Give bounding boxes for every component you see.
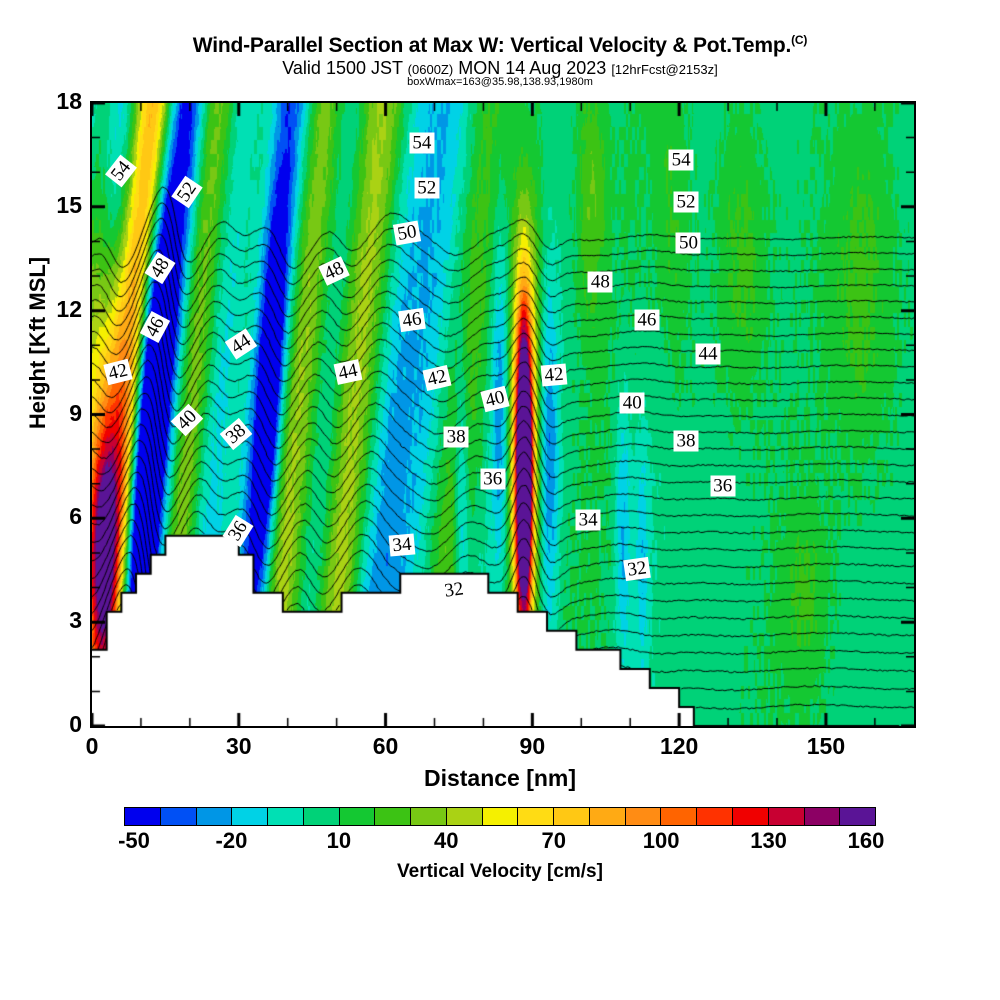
contour-label: 32 [623,556,651,581]
colorbar-tick-label: 10 [326,828,352,853]
contour-label: 44 [695,343,721,365]
contour-label: 54 [668,149,694,171]
colorbar-segment [268,808,304,825]
colorbar-tick-label: 40 [434,828,459,853]
y-axis-title: Height [Kft MSL] [25,256,50,430]
contour-label: 38 [673,430,699,452]
subtitle-valid-time: Valid 1500 JST [282,58,408,78]
title-main-text: Wind-Parallel Section at Max W: Vertical… [192,34,792,57]
vertical-velocity-field [92,103,914,726]
colorbar-segment [768,808,805,825]
page-title: Wind-Parallel Section at Max W: Vertical… [0,33,1000,58]
colorbar-tick-label: -50 [118,828,150,853]
y-tick-label: 9 [69,399,82,426]
subtitle-forecast-tag: [12hrFcst@2153z] [611,62,718,77]
y-tick-label: 18 [56,88,82,114]
contour-label: 52 [414,177,440,199]
colorbar-segment [196,808,233,825]
contour-label: 44 [334,358,363,385]
contour-label: 32 [439,577,468,602]
colorbar-segment [661,808,698,825]
contour-label: 36 [480,468,506,490]
colorbar-segment [482,808,519,825]
contour-label: 54 [409,132,435,154]
contour-label: 40 [619,392,645,414]
colorbar-tick-label: 70 [541,828,566,853]
y-tick-label: 3 [69,607,82,634]
colorbar-tick-label: -20 [215,828,248,853]
colorbar [124,807,876,826]
contour-label: 48 [587,271,613,293]
y-tick-label: 15 [56,191,82,218]
y-axis-ticks: 0 3 6 9 12 15 18 [10,90,82,736]
y-tick-label: 12 [56,295,82,322]
x-tick-label: 60 [372,733,399,759]
colorbar-tick-label: 130 [750,828,787,853]
colorbar-segment [625,808,662,825]
colorbar-tick-label: 100 [642,828,680,853]
subtitle-utc-time: (0600Z) [407,62,454,77]
contour-label: 50 [675,232,701,254]
x-tick-label: 120 [659,733,699,759]
contour-label: 38 [443,426,469,448]
contour-label: 50 [393,220,422,246]
contour-label: 34 [575,509,601,531]
x-tick-label: 90 [519,733,546,759]
colorbar-segment [375,808,412,825]
colorbar-segment [840,808,876,825]
colorbar-segment [554,808,590,825]
x-tick-label: 30 [225,733,252,759]
colorbar-title: Vertical Velocity [cm/s] [397,861,603,882]
colorbar-segment [804,808,841,825]
contour-label: 42 [540,363,568,387]
x-tick-label: 150 [806,733,846,759]
colorbar-segment [518,808,555,825]
contour-label: 52 [673,191,699,213]
contour-label: 34 [388,532,416,557]
colorbar-ticks: -50 -20 10 40 70 100 130 160 [118,828,884,856]
x-tick-label: 0 [85,733,99,759]
x-axis-ticks: 0 30 60 90 120 150 [86,733,916,767]
contour-label: 46 [398,307,426,332]
subtitle-date: MON 14 Aug 2023 [453,58,612,78]
colorbar-segment [733,808,769,825]
colorbar-segment [232,808,269,825]
y-tick-label: 6 [69,503,82,530]
subtitle: Valid 1500 JST (0600Z) MON 14 Aug 2023 [… [0,58,1000,79]
colorbar-tick-label: 160 [847,828,885,853]
max-w-annotation: boxWmax=163@35.98,138.93,1980m [407,76,593,88]
colorbar-segment [339,808,376,825]
colorbar-segment [589,808,626,825]
contour-label: 36 [710,475,736,497]
colorbar-segment [697,808,734,825]
colorbar-segment [411,808,447,825]
x-axis-title: Distance [nm] [423,765,577,791]
cross-section-plot: 54 52 48 46 44 42 40 38 36 54 52 50 48 46 44 42 40 38 36 34… [90,101,916,728]
copyright-mark: (C) [791,33,808,47]
y-tick-label: 0 [69,711,82,737]
colorbar-segment [125,808,161,825]
colorbar-segment [446,808,483,825]
colorbar-segment [303,808,340,825]
contour-label: 46 [634,309,660,331]
colorbar-segment [160,808,197,825]
